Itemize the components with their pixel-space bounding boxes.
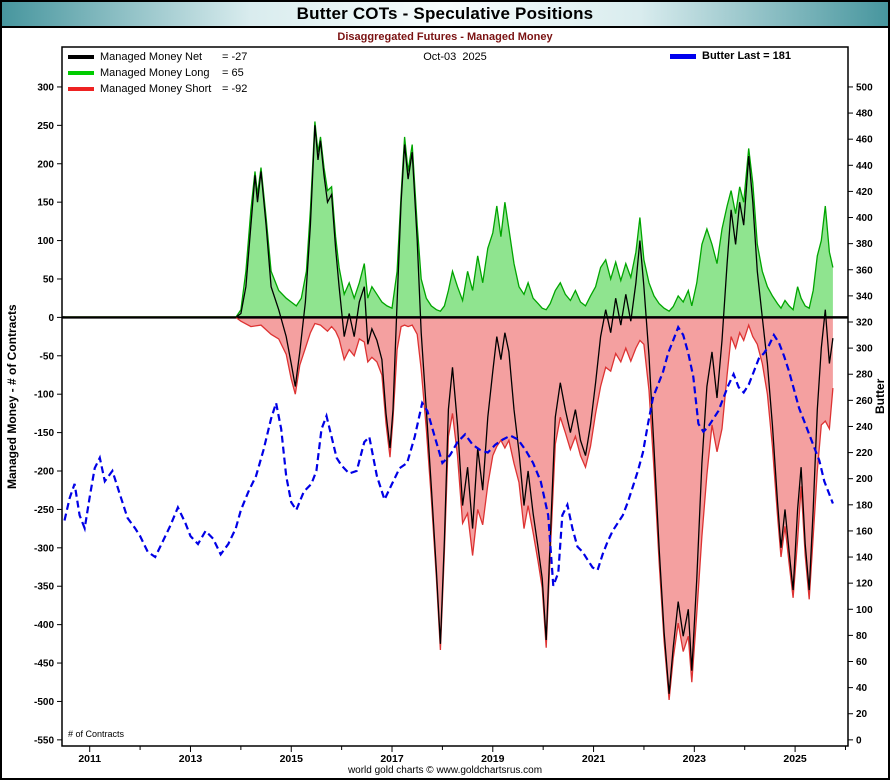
svg-text:2015: 2015 bbox=[280, 753, 304, 763]
svg-text:-450: -450 bbox=[34, 659, 54, 670]
svg-text:-400: -400 bbox=[34, 620, 54, 631]
svg-text:480: 480 bbox=[856, 109, 873, 120]
svg-text:200: 200 bbox=[856, 474, 873, 485]
svg-text:150: 150 bbox=[37, 198, 54, 209]
svg-text:2013: 2013 bbox=[179, 753, 203, 763]
svg-text:250: 250 bbox=[37, 121, 54, 132]
svg-text:460: 460 bbox=[856, 135, 873, 146]
report-date-label: Oct-03 2025 bbox=[423, 51, 487, 63]
svg-text:-350: -350 bbox=[34, 582, 54, 593]
contracts-corner-label: # of Contracts bbox=[68, 729, 125, 739]
svg-text:-100: -100 bbox=[34, 390, 54, 401]
svg-text:440: 440 bbox=[856, 161, 873, 172]
svg-text:320: 320 bbox=[856, 317, 873, 328]
long-line-swatch bbox=[68, 71, 94, 75]
title-bar: Butter COTs - Speculative Positions bbox=[2, 2, 888, 28]
legend-short-value: = -92 bbox=[222, 83, 248, 95]
legend-item-butter: Butter Last = 181 bbox=[670, 50, 791, 62]
svg-text:340: 340 bbox=[856, 291, 873, 302]
net-line-swatch bbox=[68, 55, 94, 59]
legend-short-label: Managed Money Short bbox=[100, 83, 212, 95]
butter-last-label: Butter Last = 181 bbox=[702, 50, 791, 62]
svg-text:380: 380 bbox=[856, 239, 873, 250]
svg-text:280: 280 bbox=[856, 370, 873, 381]
footer-bar: world gold charts © www.goldchartsrus.co… bbox=[2, 763, 888, 778]
svg-text:-550: -550 bbox=[34, 735, 54, 746]
svg-text:80: 80 bbox=[856, 631, 868, 642]
footer-credit: world gold charts © www.goldchartsrus.co… bbox=[347, 765, 543, 776]
chart-subtitle: Disaggregated Futures - Managed Money bbox=[337, 30, 553, 43]
svg-text:60: 60 bbox=[856, 657, 868, 668]
svg-text:50: 50 bbox=[43, 274, 55, 285]
svg-text:-200: -200 bbox=[34, 467, 54, 478]
legend: Managed Money Net = -27 Managed Money Lo… bbox=[68, 49, 247, 97]
svg-text:2023: 2023 bbox=[683, 753, 707, 763]
svg-text:2017: 2017 bbox=[380, 753, 404, 763]
svg-text:300: 300 bbox=[856, 344, 873, 355]
left-axis-title: Managed Money - # of Contracts bbox=[5, 304, 19, 489]
svg-text:400: 400 bbox=[856, 213, 873, 224]
svg-text:240: 240 bbox=[856, 422, 873, 433]
svg-text:300: 300 bbox=[37, 82, 54, 93]
svg-text:420: 420 bbox=[856, 187, 873, 198]
svg-text:180: 180 bbox=[856, 500, 873, 511]
svg-text:200: 200 bbox=[37, 159, 54, 170]
svg-text:0: 0 bbox=[856, 735, 862, 746]
svg-text:140: 140 bbox=[856, 553, 873, 564]
chart-area: 300 250 200 150 100 50 0 -50 -100 -150 -200 -250 -30… bbox=[2, 45, 888, 763]
svg-text:360: 360 bbox=[856, 265, 873, 276]
legend-item-long: Managed Money Long = 65 bbox=[68, 65, 247, 81]
svg-text:100: 100 bbox=[37, 236, 54, 247]
svg-text:-300: -300 bbox=[34, 543, 54, 554]
butter-line-swatch bbox=[670, 53, 696, 59]
svg-text:20: 20 bbox=[856, 709, 868, 720]
legend-long-value: = 65 bbox=[222, 67, 244, 79]
right-axis-title: Butter bbox=[873, 378, 887, 415]
short-line-swatch bbox=[68, 87, 94, 91]
svg-text:100: 100 bbox=[856, 605, 873, 616]
legend-item-short: Managed Money Short = -92 bbox=[68, 81, 247, 97]
svg-text:2025: 2025 bbox=[783, 753, 807, 763]
svg-text:500: 500 bbox=[856, 82, 873, 93]
subtitle-bar: Disaggregated Futures - Managed Money bbox=[2, 28, 888, 45]
svg-text:-150: -150 bbox=[34, 428, 54, 439]
svg-text:160: 160 bbox=[856, 526, 873, 537]
svg-text:-250: -250 bbox=[34, 505, 54, 516]
svg-text:-500: -500 bbox=[34, 697, 54, 708]
legend-item-net: Managed Money Net = -27 bbox=[68, 49, 247, 65]
legend-net-label: Managed Money Net bbox=[100, 51, 203, 63]
svg-text:260: 260 bbox=[856, 396, 873, 407]
svg-text:40: 40 bbox=[856, 683, 868, 694]
svg-text:0: 0 bbox=[48, 313, 54, 324]
svg-text:2021: 2021 bbox=[582, 753, 606, 763]
chart-canvas: 300250200150100500-50-100-150-200-250-30… bbox=[34, 46, 873, 763]
svg-text:220: 220 bbox=[856, 448, 873, 459]
svg-text:2011: 2011 bbox=[78, 753, 101, 763]
svg-text:120: 120 bbox=[856, 579, 873, 590]
legend-long-label: Managed Money Long bbox=[100, 67, 210, 79]
page-title: Butter COTs - Speculative Positions bbox=[296, 4, 594, 23]
legend-net-value: = -27 bbox=[222, 51, 248, 63]
svg-text:2019: 2019 bbox=[481, 753, 505, 763]
svg-text:-50: -50 bbox=[40, 351, 55, 362]
